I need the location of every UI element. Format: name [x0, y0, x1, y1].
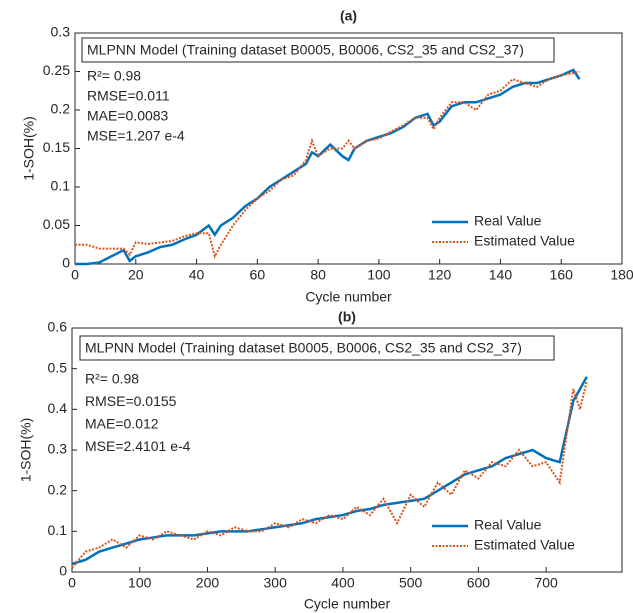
legend-label: Estimated Value	[474, 233, 575, 249]
x-tick-label: 120	[428, 267, 452, 283]
y-axis-label: 1-SOH(%)	[18, 418, 34, 483]
y-tick-label: 0.4	[48, 400, 68, 416]
series-line	[75, 68, 581, 266]
x-tick-label: 600	[467, 575, 491, 591]
y-tick-label: 0	[59, 563, 67, 579]
y-tick-label: 0.1	[51, 178, 71, 194]
y-axis-label: 1-SOH(%)	[21, 116, 37, 181]
y-tick-label: 0.2	[51, 101, 71, 117]
y-tick-label: 0.3	[48, 441, 68, 457]
y-tick-label: 0.3	[51, 24, 71, 40]
x-tick-label: 140	[489, 267, 513, 283]
annotation-box	[81, 37, 555, 63]
x-tick-label: 300	[264, 575, 288, 591]
x-tick-label: 500	[399, 575, 423, 591]
stat-text: RMSE=0.0155	[85, 393, 177, 409]
series-line	[75, 70, 580, 260]
x-tick-label: 0	[71, 267, 79, 283]
x-tick-label: 40	[189, 267, 205, 283]
y-tick-label: 0.5	[48, 359, 68, 375]
legend-label: Real Value	[474, 517, 542, 533]
plot-area	[74, 32, 623, 265]
annotation: MLPNN Model (Training dataset B0005, B00…	[85, 340, 522, 356]
y-tick-label: 0.05	[43, 216, 70, 232]
x-tick-label: 60	[250, 267, 266, 283]
series-line	[71, 380, 588, 569]
stat-text: R²= 0.98	[87, 68, 141, 84]
stat-text: MSE=1.207 e-4	[87, 128, 185, 144]
stat-text: RMSE=0.011	[87, 88, 170, 104]
stat-text: R²= 0.98	[85, 371, 139, 387]
y-tick-label: 0.6	[48, 319, 68, 335]
x-tick-label: 100	[128, 575, 152, 591]
legend-label: Real Value	[474, 213, 542, 229]
x-tick-label: 20	[128, 267, 144, 283]
x-tick-label: 160	[550, 267, 574, 283]
x-tick-label: 0	[68, 575, 76, 591]
stat-text: MSE=2.4101 e-4	[85, 438, 191, 454]
chart-title: (b)	[338, 309, 356, 325]
x-axis-label: Cycle number	[305, 289, 392, 305]
y-tick-label: 0.2	[48, 481, 68, 497]
x-tick-label: 700	[534, 575, 558, 591]
legend-label: Estimated Value	[474, 537, 575, 553]
stat-text: MAE=0.012	[85, 416, 159, 432]
x-tick-label: 180	[610, 267, 633, 283]
y-tick-label: 0	[62, 255, 70, 271]
chart-title: (a)	[340, 8, 357, 24]
annotation-box	[79, 335, 555, 361]
stat-text: MAE=0.0083	[87, 108, 169, 124]
annotation: MLPNN Model (Training dataset B0005, B00…	[87, 42, 524, 58]
x-axis-label: Cycle number	[304, 596, 391, 612]
y-tick-label: 0.1	[48, 522, 68, 538]
x-tick-label: 400	[331, 575, 355, 591]
x-tick-label: 200	[196, 575, 220, 591]
x-tick-label: 80	[310, 267, 326, 283]
y-tick-label: 0.15	[43, 139, 70, 155]
y-tick-label: 0.25	[43, 62, 70, 78]
x-tick-label: 100	[367, 267, 391, 283]
